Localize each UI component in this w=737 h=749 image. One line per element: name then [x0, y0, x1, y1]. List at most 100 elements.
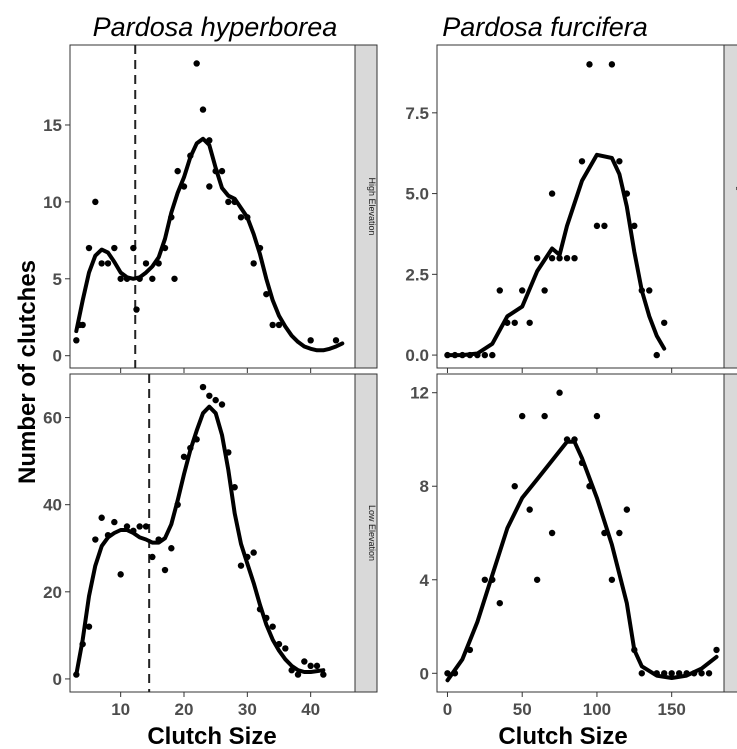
data-point [556, 389, 563, 396]
data-point [548, 254, 556, 262]
data-point [168, 214, 175, 221]
data-point [263, 290, 270, 298]
facet-strip [354, 373, 378, 693]
data-point [206, 183, 213, 190]
data-point [117, 275, 124, 282]
data-point [578, 158, 586, 165]
data-point [489, 576, 496, 583]
data-point [111, 244, 118, 252]
facet-strip-label: High Elevation [367, 177, 377, 235]
data-point [313, 662, 321, 670]
data-point [244, 553, 251, 561]
data-point [73, 671, 80, 678]
x-tick-label: 30 [238, 700, 257, 719]
data-point [653, 351, 660, 359]
smooth-line [445, 439, 719, 683]
data-point [496, 287, 503, 294]
data-point [161, 566, 169, 574]
data-point [332, 337, 340, 344]
data-point [174, 167, 181, 175]
x-tick-label: 20 [175, 700, 194, 719]
data-point [244, 214, 251, 221]
data-point [548, 529, 556, 537]
x-tick-label: 50 [513, 700, 532, 719]
data-point [616, 158, 623, 165]
data-point [646, 287, 653, 294]
data-point [571, 436, 578, 443]
x-tick-label: 10 [111, 700, 130, 719]
data-point [586, 483, 593, 490]
data-point [519, 412, 526, 420]
y-tick-label: 0 [53, 670, 62, 689]
data-point [481, 351, 489, 359]
data-point [563, 436, 571, 443]
data-point [98, 514, 105, 521]
data-point [199, 106, 207, 113]
data-point [481, 576, 489, 583]
data-point [320, 671, 327, 678]
data-point [180, 183, 188, 190]
column-title-1: Pardosa furcifera [442, 12, 648, 42]
data-point [616, 529, 623, 537]
panel-0: High Elevation 0 5 10 15 [43, 44, 378, 373]
data-point [187, 152, 194, 159]
data-point [623, 506, 631, 513]
panel-frame [436, 44, 725, 369]
data-point [269, 623, 276, 630]
y-tick-label: 15 [43, 116, 62, 135]
data-point [218, 401, 226, 408]
data-point [533, 576, 541, 583]
data-point [79, 640, 86, 648]
data-point [294, 671, 302, 678]
data-point [104, 260, 112, 267]
data-point [623, 190, 631, 197]
panel-frame [69, 44, 356, 369]
data-point [608, 576, 616, 583]
data-point [451, 670, 459, 677]
data-point [631, 222, 638, 230]
data-point [225, 449, 232, 456]
data-point [504, 319, 511, 326]
data-point [212, 167, 219, 175]
data-point [593, 222, 601, 230]
data-point [269, 321, 276, 329]
data-point [466, 646, 474, 654]
y-tick-label: 5 [53, 270, 62, 289]
data-point [275, 640, 283, 648]
data-point [526, 319, 533, 326]
data-point [608, 61, 616, 68]
smooth-line [74, 136, 345, 353]
y-axis-title: Number of clutches [14, 260, 41, 484]
data-point [104, 531, 112, 539]
data-point [690, 670, 698, 677]
data-point [218, 167, 226, 175]
data-point [136, 523, 143, 530]
data-point [256, 606, 264, 613]
data-point [301, 658, 308, 665]
data-point [250, 549, 257, 556]
x-axis-title-0: Clutch Size [147, 723, 276, 749]
data-point [683, 670, 690, 677]
data-point [511, 483, 518, 490]
data-point [111, 518, 118, 526]
data-point [142, 523, 150, 530]
x-tick-label: 40 [301, 700, 320, 719]
data-point [168, 545, 175, 552]
data-point [171, 275, 178, 282]
facet-strip [723, 373, 737, 693]
smooth-line [445, 152, 667, 358]
facet-strip [723, 44, 737, 369]
data-point [206, 392, 213, 399]
y-tick-label: 5.0 [405, 185, 429, 204]
data-point [231, 484, 238, 491]
data-point [161, 244, 169, 252]
data-point [586, 61, 593, 68]
data-point [98, 260, 105, 267]
y-tick-label: 2.5 [405, 265, 429, 284]
y-tick-label: 40 [43, 496, 62, 515]
x-tick-label: 150 [657, 700, 685, 719]
data-point [174, 501, 181, 508]
data-point [250, 260, 257, 267]
